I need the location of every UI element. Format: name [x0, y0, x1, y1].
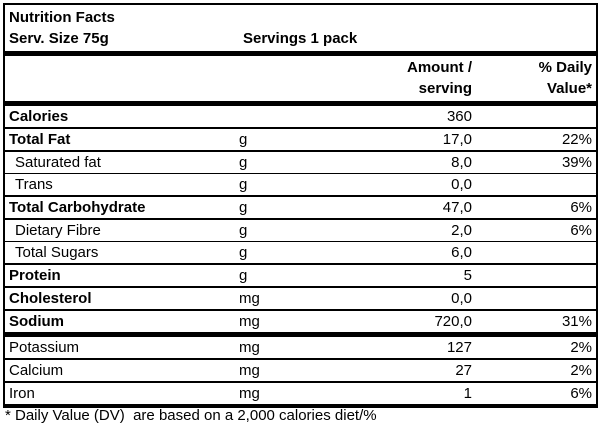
row-total-fat: Total Fat g 17,0 22% [5, 129, 596, 152]
row-total-sugars: Total Sugars g 6,0 [5, 242, 596, 265]
row-label: Trans [15, 176, 53, 193]
row-amount: 0,0 [451, 290, 472, 307]
page-title: Nutrition Facts [9, 9, 115, 26]
row-unit: g [239, 244, 248, 261]
row-amount: 720,0 [434, 313, 472, 330]
row-daily-value: 2% [570, 362, 592, 379]
row-daily-value [472, 106, 596, 127]
row-daily-value: 39% [561, 154, 592, 171]
row-amount: 8,0 [451, 154, 472, 171]
row-protein: Protein g 5 [5, 265, 596, 288]
row-label: Sodium [9, 313, 64, 330]
row-unit: g [239, 176, 248, 193]
row-label: Potassium [9, 339, 80, 356]
row-amount: 1 [463, 385, 472, 402]
row-daily-value: 6% [570, 222, 592, 239]
column-header-daily-value: % Daily Value* [538, 59, 592, 97]
column-header-amount: Amount / serving [407, 59, 472, 97]
row-unit: g [239, 222, 248, 239]
row-label: Total Carbohydrate [9, 199, 146, 216]
daily-value-footnote: * Daily Value (DV) are based on a 2,000 … [5, 407, 377, 424]
row-label: Protein [9, 267, 61, 284]
row-unit: g [239, 154, 248, 171]
row-amount: 27 [455, 362, 472, 379]
row-sodium: Sodium mg 720,0 31% [5, 311, 596, 337]
row-daily-value: 2% [570, 339, 592, 356]
row-unit: mg [239, 290, 260, 307]
row-daily-value: 6% [570, 385, 592, 402]
row-unit: mg [239, 385, 260, 402]
row-saturated-fat: Saturated fat g 8,0 39% [5, 152, 596, 174]
row-unit: g [239, 199, 248, 216]
row-label: Total Fat [9, 131, 71, 148]
row-daily-value: 31% [561, 313, 592, 330]
row-label: Iron [9, 385, 35, 402]
row-unit [237, 106, 285, 127]
row-daily-value [472, 242, 596, 263]
row-label: Saturated fat [15, 154, 101, 171]
row-amount: 47,0 [442, 199, 472, 216]
row-trans-fat: Trans g 0,0 [5, 174, 596, 197]
servings-per-pack: Servings 1 pack [243, 30, 358, 47]
row-amount: 127 [446, 339, 472, 356]
row-calories: Calories 360 [5, 106, 596, 129]
column-header-row: Amount / serving % Daily Value* [5, 56, 596, 106]
row-label: Calcium [9, 362, 64, 379]
row-iron: Iron mg 1 6% [5, 383, 596, 404]
row-label: Cholesterol [9, 290, 92, 307]
row-amount: 0,0 [451, 176, 472, 193]
row-amount: 17,0 [442, 131, 472, 148]
row-amount: 360 [446, 108, 472, 125]
row-label: Dietary Fibre [15, 222, 101, 239]
row-total-carbohydrate: Total Carbohydrate g 47,0 6% [5, 197, 596, 220]
title-block: Nutrition Facts Serv. Size 75g Servings … [5, 5, 596, 56]
row-cholesterol: Cholesterol mg 0,0 [5, 288, 596, 311]
row-label: Total Sugars [15, 244, 99, 261]
row-daily-value [472, 174, 596, 195]
row-unit: g [239, 131, 248, 148]
row-unit: mg [239, 313, 260, 330]
nutrition-facts-table: Nutrition Facts Serv. Size 75g Servings … [3, 3, 598, 408]
row-unit: mg [239, 362, 260, 379]
row-amount: 2,0 [451, 222, 472, 239]
row-potassium: Potassium mg 127 2% [5, 337, 596, 360]
row-dietary-fibre: Dietary Fibre g 2,0 6% [5, 220, 596, 242]
row-calcium: Calcium mg 27 2% [5, 360, 596, 383]
row-daily-value [472, 288, 596, 309]
row-label: Calories [9, 108, 69, 125]
row-daily-value: 22% [561, 131, 592, 148]
row-unit: g [239, 267, 248, 284]
row-amount: 6,0 [451, 244, 472, 261]
row-amount: 5 [463, 267, 472, 284]
row-daily-value: 6% [570, 199, 592, 216]
row-unit: mg [239, 339, 260, 356]
serving-size: Serv. Size 75g [9, 30, 109, 47]
row-daily-value [472, 265, 596, 286]
serving-line: Serv. Size 75g Servings 1 pack [9, 28, 596, 49]
